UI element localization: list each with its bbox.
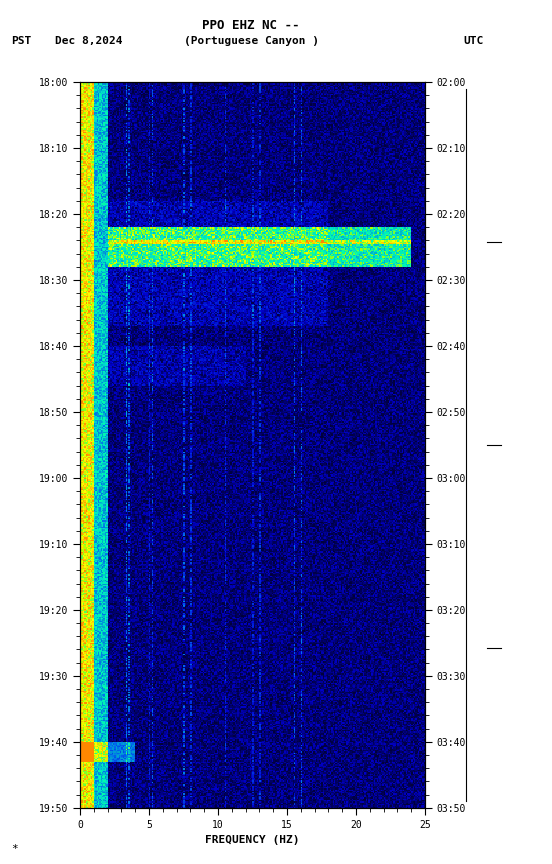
Text: Dec 8,2024: Dec 8,2024 [55, 36, 123, 47]
X-axis label: FREQUENCY (HZ): FREQUENCY (HZ) [205, 835, 300, 845]
Text: (Portuguese Canyon ): (Portuguese Canyon ) [184, 36, 319, 47]
Text: *: * [11, 843, 18, 854]
Text: PPO EHZ NC --: PPO EHZ NC -- [203, 19, 300, 32]
Text: UTC: UTC [464, 36, 484, 47]
Text: PST: PST [11, 36, 31, 47]
